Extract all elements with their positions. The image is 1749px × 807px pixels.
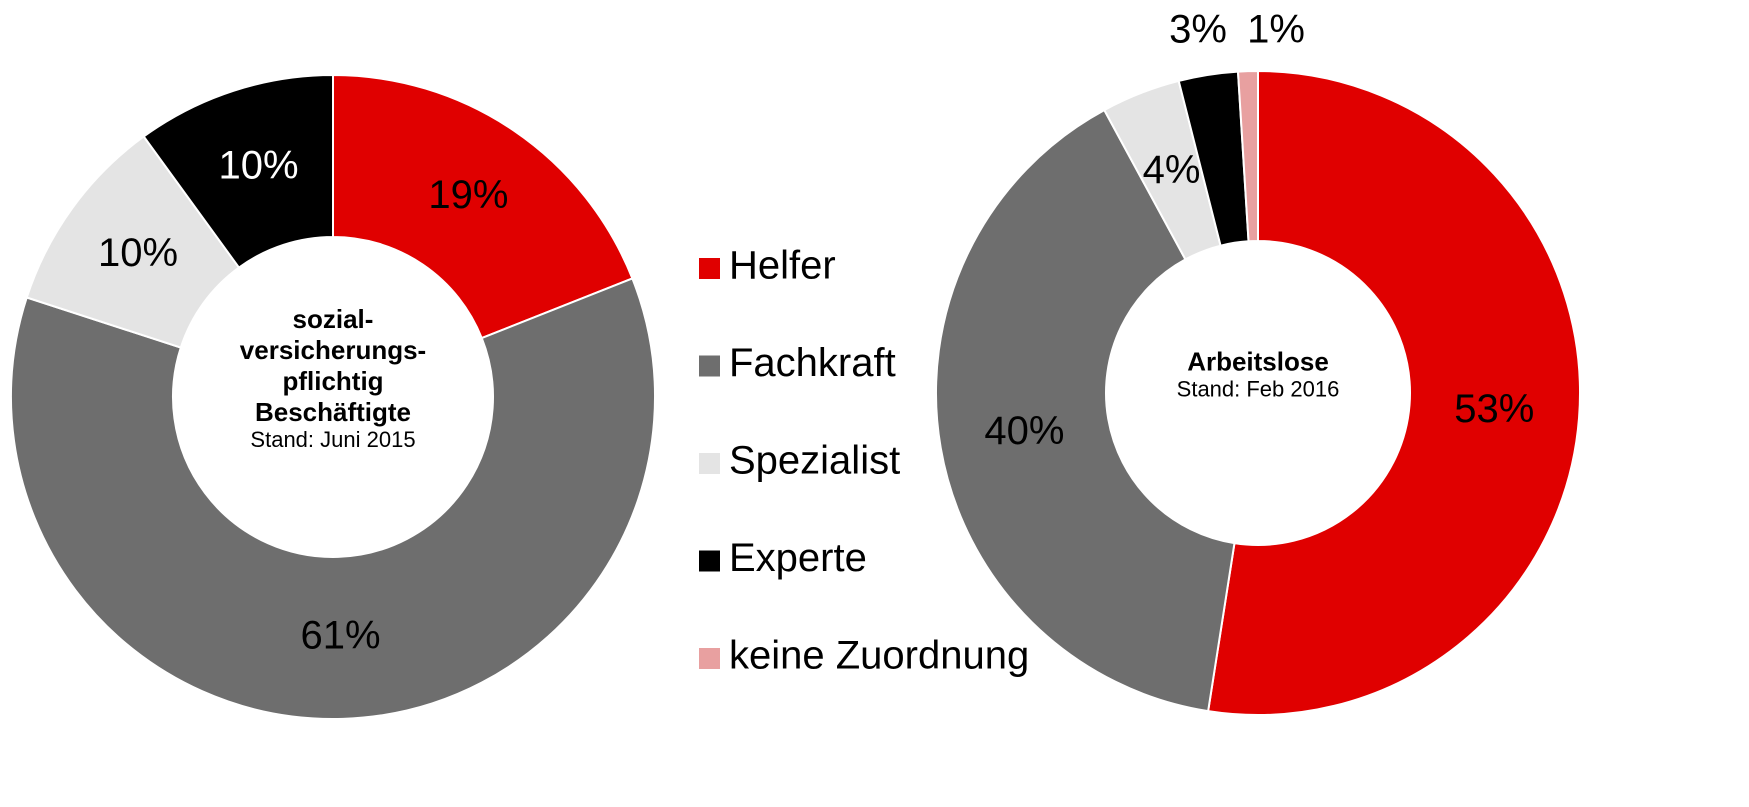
center-title: Beschäftigte xyxy=(255,397,411,427)
data-label: 10% xyxy=(218,143,298,187)
legend-label: keine Zuordnung xyxy=(729,634,1029,678)
slice xyxy=(332,73,634,340)
slice xyxy=(142,73,334,269)
legend-label: Spezialist xyxy=(729,439,900,483)
center-subtitle: Stand: Juni 2015 xyxy=(250,427,415,452)
data-label: 40% xyxy=(984,409,1064,453)
center-title: sozial- xyxy=(293,304,374,334)
legend-label: Experte xyxy=(729,536,867,580)
center-title: Arbeitslose xyxy=(1187,346,1329,376)
legend-swatch xyxy=(699,550,720,572)
center-subtitle: Stand: Feb 2016 xyxy=(1177,376,1340,401)
slice xyxy=(10,277,656,720)
data-label: 19% xyxy=(428,173,508,217)
legend-label: Helfer xyxy=(729,244,836,288)
data-label: 10% xyxy=(98,231,178,275)
slice xyxy=(935,108,1236,713)
legend-swatch xyxy=(699,648,720,669)
legend-swatch xyxy=(699,453,720,474)
data-label: 3% xyxy=(1169,8,1227,52)
center-title: pflichtig xyxy=(282,366,383,396)
slice xyxy=(1206,69,1581,716)
center-title: versicherungs- xyxy=(240,335,426,365)
data-label: 53% xyxy=(1454,387,1534,431)
data-label: 4% xyxy=(1143,148,1201,192)
slice xyxy=(1236,69,1259,243)
legend-swatch xyxy=(699,355,720,377)
legend-label: Fachkraft xyxy=(729,341,896,385)
legend-swatch xyxy=(699,258,720,279)
data-label: 1% xyxy=(1247,8,1305,52)
data-label: 61% xyxy=(301,613,381,657)
